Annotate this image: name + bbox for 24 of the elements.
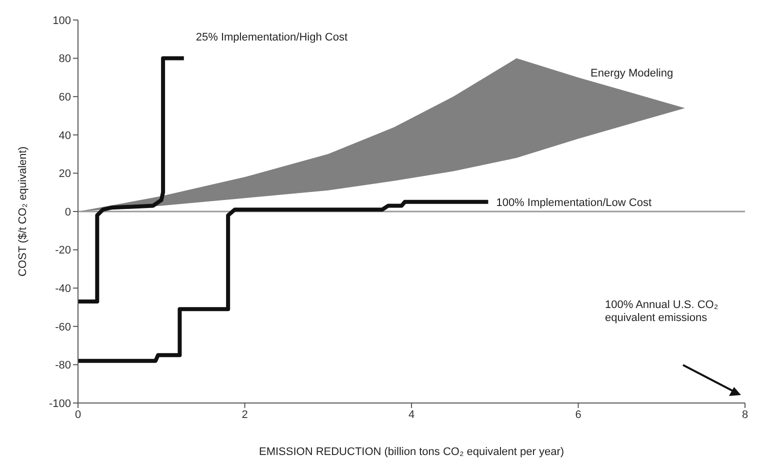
- line-series: [78, 56, 186, 304]
- y-axis-title: COST ($/t CO₂ equivalent): [17, 146, 29, 277]
- line-series: [78, 200, 490, 363]
- y-tick-label: -60: [55, 321, 71, 334]
- y-tick-label: -40: [55, 283, 71, 296]
- y-tick-label: 80: [58, 53, 71, 66]
- y-tick-label: 40: [58, 130, 71, 142]
- x-tick-label: 2: [242, 408, 248, 421]
- x-tick-label: 4: [408, 408, 415, 421]
- y-tick-label: -80: [55, 360, 71, 372]
- series-label: Energy Modeling: [590, 67, 674, 80]
- y-tick-label: 60: [58, 92, 71, 104]
- y-tick-label: -100: [48, 398, 71, 410]
- x-tick-label: 6: [575, 408, 582, 421]
- y-tick-label: 20: [58, 168, 71, 180]
- y-tick-label: 0: [64, 206, 71, 218]
- x-tick-label: 0: [74, 408, 82, 421]
- series-label: 25% Implementation/High Cost: [196, 31, 348, 44]
- annotation: 100% Annual U.S. CO₂ equivalent emissions: [605, 299, 718, 324]
- x-axis-title: EMISSION REDUCTION (billion tons CO₂ equivalent per year): [258, 446, 564, 458]
- y-tick-label: -20: [55, 244, 71, 257]
- series-label: 100% Implementation/Low Cost: [496, 196, 652, 209]
- x-tick-label: 8: [742, 408, 748, 421]
- y-tick-label: 100: [52, 14, 71, 27]
